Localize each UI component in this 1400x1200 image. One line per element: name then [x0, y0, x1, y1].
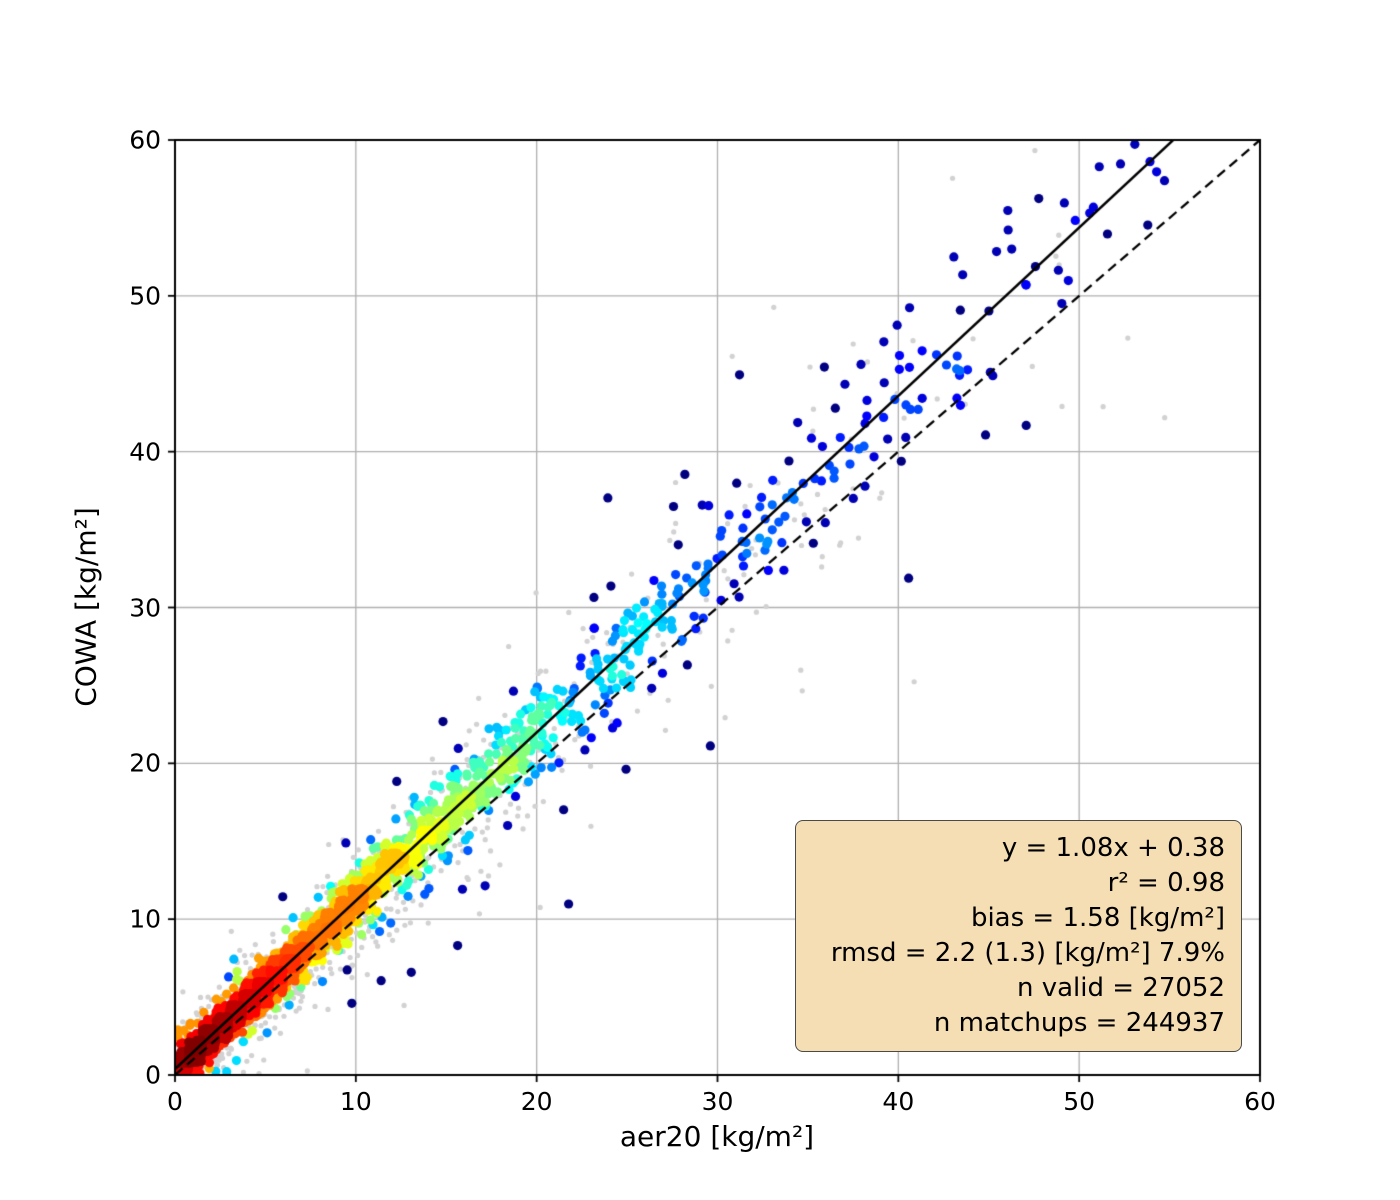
- stats-line-bias: bias = 1.58 [kg/m²]: [970, 903, 1225, 933]
- y-tick-label-50: 50: [129, 281, 161, 311]
- x-tick-label-40: 40: [882, 1087, 915, 1116]
- stats-line-r2: r² = 0.98: [1107, 868, 1225, 898]
- y-tick-label-30: 30: [129, 593, 161, 622]
- y-tick-label-40: 40: [129, 437, 161, 467]
- y-tick-label-10: 10: [129, 904, 161, 934]
- y-tick-label-0: 0: [145, 1060, 161, 1090]
- stats-line-nmatchup: n matchups = 244937: [933, 1008, 1225, 1038]
- y-axis-label: COWA [kg/m²]: [69, 507, 103, 707]
- x-axis-label: aer20 [kg/m²]: [619, 1120, 815, 1153]
- stats-line-rmsd: rmsd = 2.2 (1.3) [kg/m²] 7.9%: [830, 938, 1225, 968]
- x-tick-label-30: 30: [701, 1087, 734, 1116]
- y-tick-label-20: 20: [129, 748, 161, 778]
- y-tick-label-60: 60: [129, 125, 161, 155]
- x-tick-label-20: 20: [520, 1087, 553, 1116]
- x-tick-label-60: 60: [1244, 1087, 1276, 1116]
- stats-line-fit: y = 1.08x + 0.38: [1001, 833, 1225, 863]
- stats-line-nvalid: n valid = 27052: [1016, 973, 1225, 1003]
- x-tick-label-50: 50: [1063, 1087, 1096, 1116]
- stats-box: y = 1.08x + 0.38 r² = 0.98 bias = 1.58 […: [795, 820, 1242, 1052]
- x-tick-label-10: 10: [339, 1087, 372, 1116]
- x-tick-label-0: 0: [167, 1087, 183, 1116]
